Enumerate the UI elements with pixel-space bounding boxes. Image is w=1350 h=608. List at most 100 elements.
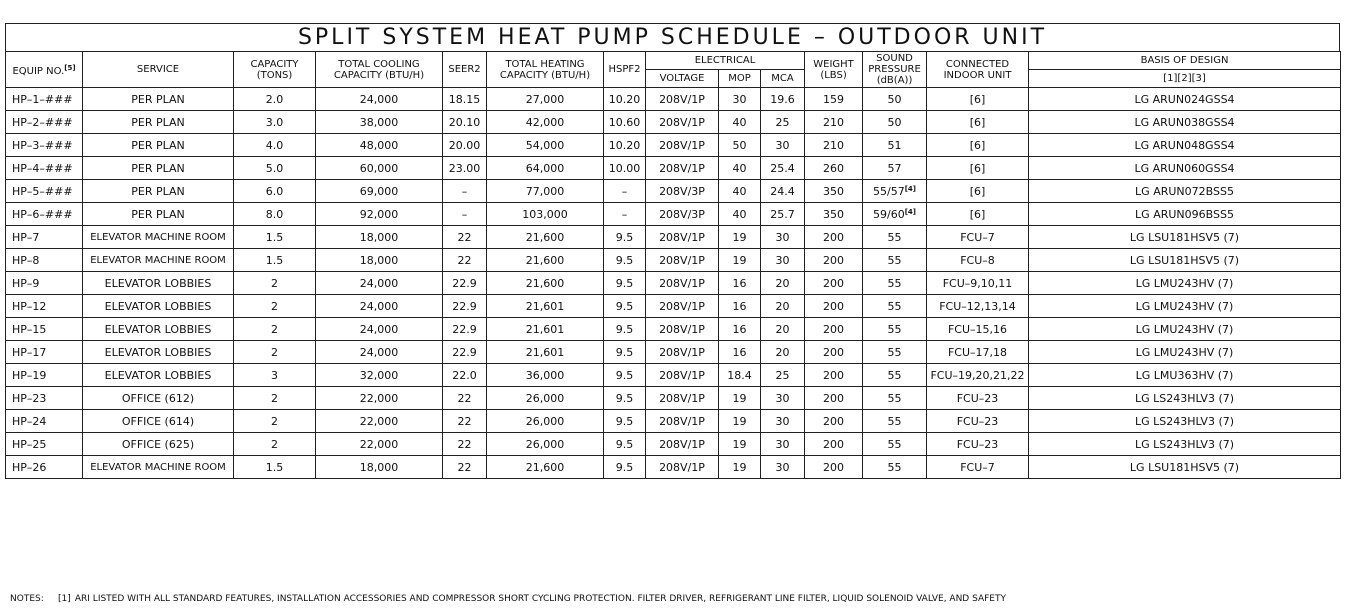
cell-wt: 200: [804, 340, 864, 364]
cell-basis: LG LMU363HV (7): [1028, 363, 1342, 387]
cell-equip: HP–1–###: [5, 87, 83, 111]
cell-cap: 1.5: [233, 455, 316, 479]
cell-sound: 55: [862, 363, 928, 387]
cell-heat: 36,000: [486, 363, 604, 387]
cell-seer: 22.9: [442, 340, 487, 364]
cell-hspf: –: [603, 202, 646, 226]
cell-cap: 6.0: [233, 179, 316, 203]
cell-mca: 20: [759, 271, 806, 295]
cell-volt: 208V/1P: [645, 432, 719, 456]
cell-mca: 30: [759, 133, 806, 157]
cell-mop: 19: [718, 432, 761, 456]
cell-mca: 30: [759, 455, 806, 479]
cell-heat: 27,000: [486, 87, 604, 111]
cell-cap: 2: [233, 409, 316, 433]
table-row: HP–17 ELEVATOR LOBBIES 2 24,000 22.9 21,601 9.…: [5, 340, 1342, 364]
cell-conn: FCU–17,18: [926, 340, 1030, 364]
cell-heat: 77,000: [486, 179, 604, 203]
cell-volt: 208V/1P: [645, 409, 719, 433]
header-total-heating: TOTAL HEATING CAPACITY (BTU/H): [486, 51, 604, 88]
cell-sound: 55: [862, 340, 928, 364]
table-header: EQUIP NO.[5] SERVICE CAPACITY (TONS) TOTA…: [5, 51, 1342, 88]
cell-cool: 24,000: [315, 317, 443, 341]
cell-wt: 159: [804, 87, 864, 111]
cell-service: ELEVATOR MACHINE ROOM: [82, 225, 234, 249]
cell-equip: HP–4–###: [5, 156, 83, 180]
cell-mop: 16: [718, 271, 761, 295]
cell-heat: 54,000: [486, 133, 604, 157]
cell-conn: FCU–23: [926, 409, 1030, 433]
cell-conn: FCU–9,10,11: [926, 271, 1030, 295]
cell-service: PER PLAN: [82, 110, 234, 134]
cell-basis: LG LSU181HSV5 (7): [1028, 455, 1342, 479]
cell-cool: 18,000: [315, 455, 443, 479]
cell-sound: 50: [862, 87, 928, 111]
cell-basis: LG ARUN038GSS4: [1028, 110, 1342, 134]
cell-heat: 64,000: [486, 156, 604, 180]
cell-basis: LG LS243HLV3 (7): [1028, 432, 1342, 456]
cell-wt: 200: [804, 386, 864, 410]
cell-cool: 24,000: [315, 271, 443, 295]
cell-sound: 55: [862, 248, 928, 272]
table-row: HP–3–### PER PLAN 4.0 48,000 20.00 54,000 10.2…: [5, 133, 1342, 157]
cell-hspf: 9.5: [603, 294, 646, 318]
cell-wt: 210: [804, 110, 864, 134]
cell-seer: 22.9: [442, 271, 487, 295]
cell-cap: 2: [233, 386, 316, 410]
cell-cap: 2: [233, 432, 316, 456]
cell-cap: 3: [233, 363, 316, 387]
cell-service: PER PLAN: [82, 156, 234, 180]
cell-mca: 25: [759, 110, 806, 134]
cell-seer: 22: [442, 225, 487, 249]
header-electrical: ELECTRICAL: [644, 51, 806, 70]
cell-service: PER PLAN: [82, 87, 234, 111]
cell-cap: 2: [233, 271, 316, 295]
cell-equip: HP–26: [5, 455, 83, 479]
table-row: HP–15 ELEVATOR LOBBIES 2 24,000 22.9 21,601 9.…: [5, 317, 1342, 341]
cell-basis: LG ARUN096BSS5: [1028, 202, 1342, 226]
cell-mop: 30: [718, 87, 761, 111]
cell-conn: FCU–15,16: [926, 317, 1030, 341]
cell-hspf: 10.20: [603, 133, 646, 157]
cell-volt: 208V/1P: [645, 363, 719, 387]
cell-volt: 208V/1P: [645, 110, 719, 134]
cell-service: PER PLAN: [82, 133, 234, 157]
cell-mca: 20: [759, 317, 806, 341]
table-row: HP–19 ELEVATOR LOBBIES 3 32,000 22.0 36,000 9.…: [5, 363, 1342, 387]
cell-heat: 21,600: [486, 248, 604, 272]
notes: NOTES: [1] ARI LISTED WITH ALL STANDARD F…: [10, 594, 1340, 604]
cell-cool: 22,000: [315, 386, 443, 410]
cell-volt: 208V/1P: [645, 133, 719, 157]
cell-equip: HP–8: [5, 248, 83, 272]
cell-volt: 208V/1P: [645, 271, 719, 295]
cell-volt: 208V/1P: [645, 248, 719, 272]
cell-service: OFFICE (625): [82, 432, 234, 456]
cell-cap: 4.0: [233, 133, 316, 157]
header-mca: MCA: [759, 69, 806, 88]
cell-conn: [6]: [926, 87, 1030, 111]
cell-volt: 208V/1P: [645, 294, 719, 318]
cell-hspf: 10.00: [603, 156, 646, 180]
cell-service: OFFICE (614): [82, 409, 234, 433]
cell-mop: 19: [718, 409, 761, 433]
header-connected-indoor-unit: CONNECTED INDOOR UNIT: [926, 51, 1030, 88]
cell-cool: 24,000: [315, 340, 443, 364]
cell-hspf: 9.5: [603, 363, 646, 387]
cell-heat: 42,000: [486, 110, 604, 134]
table-row: HP–26 ELEVATOR MACHINE ROOM 1.5 18,000 22 21,…: [5, 455, 1342, 479]
cell-seer: 22: [442, 432, 487, 456]
cell-wt: 200: [804, 409, 864, 433]
cell-wt: 200: [804, 432, 864, 456]
cell-mca: 19.6: [759, 87, 806, 111]
table-row: HP–5–### PER PLAN 6.0 69,000–77,000–208V/3P…: [5, 179, 1342, 203]
table-row: HP–4–### PER PLAN 5.0 60,000 23.00 64,000 10.0…: [5, 156, 1342, 180]
cell-heat: 21,600: [486, 271, 604, 295]
cell-cool: 60,000: [315, 156, 443, 180]
cell-cool: 22,000: [315, 409, 443, 433]
cell-basis: LG ARUN024GSS4: [1028, 87, 1342, 111]
cell-wt: 350: [804, 179, 864, 203]
cell-mca: 30: [759, 225, 806, 249]
cell-seer: 22.9: [442, 317, 487, 341]
cell-cool: 38,000: [315, 110, 443, 134]
cell-hspf: 10.60: [603, 110, 646, 134]
